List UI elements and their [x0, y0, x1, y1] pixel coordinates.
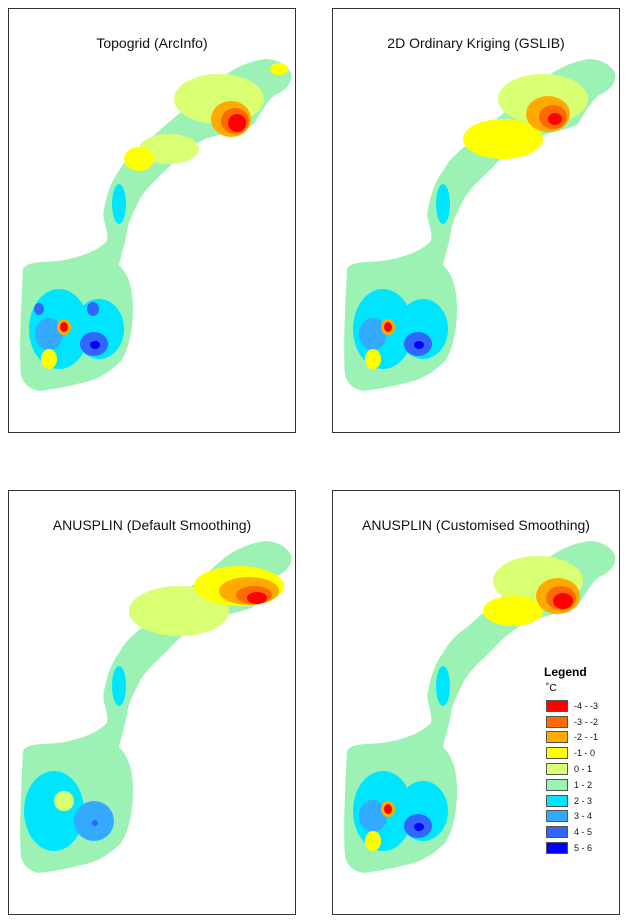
- legend-swatch: [546, 731, 568, 744]
- map-fill: [20, 59, 292, 391]
- map-fill: [344, 541, 616, 873]
- temperature-map: [20, 541, 292, 873]
- legend-title: Legend: [544, 665, 587, 679]
- legend-label: 3 - 4: [574, 811, 593, 822]
- legend-swatch: [546, 747, 568, 760]
- legend-item: 1 - 2: [540, 777, 620, 793]
- panel-title: Topogrid (ArcInfo): [96, 35, 208, 51]
- legend-item: -2 - -1: [540, 730, 620, 746]
- legend-item: -3 - -2: [540, 714, 620, 730]
- legend-label: -1 - 0: [574, 748, 596, 759]
- legend-unit: ˚C: [546, 683, 557, 694]
- legend-swatch: [546, 699, 568, 712]
- panel-title: ANUSPLIN (Default Smoothing): [52, 517, 252, 533]
- panel-title: ANUSPLIN (Customised Smoothing): [362, 517, 590, 533]
- map-fill: [20, 541, 292, 873]
- legend-item: 5 - 6: [540, 840, 620, 856]
- legend-item: 3 - 4: [540, 809, 620, 825]
- legend-item: 0 - 1: [540, 761, 620, 777]
- legend-label: 0 - 1: [574, 764, 593, 775]
- map-panel-kriging: 2D Ordinary Kriging (GSLIB): [332, 8, 620, 433]
- legend-swatch: [546, 810, 568, 823]
- map-fill: [344, 59, 616, 391]
- panel-title: 2D Ordinary Kriging (GSLIB): [387, 35, 565, 51]
- legend-item: 2 - 3: [540, 793, 620, 809]
- legend-swatch: [546, 794, 568, 807]
- legend-rows: -4 - -3 -3 - -2 -2 - -1 -1 - 0 0 - 1 1 - 2 2 -…: [540, 698, 620, 856]
- legend-swatch: [546, 763, 568, 776]
- legend-item: -4 - -3: [540, 698, 620, 714]
- legend-label: -3 - -2: [574, 716, 599, 727]
- legend-label: 2 - 3: [574, 795, 593, 806]
- legend-swatch: [546, 842, 568, 855]
- map-panel-topogrid: Topogrid (ArcInfo): [8, 8, 296, 433]
- legend-label: -4 - -3: [574, 700, 599, 711]
- temperature-map: [344, 59, 616, 391]
- legend-item: -1 - 0: [540, 745, 620, 761]
- legend-label: 4 - 5: [574, 827, 593, 838]
- temperature-map: [344, 541, 616, 873]
- legend-label: 1 - 2: [574, 779, 593, 790]
- legend-item: 4 - 5: [540, 824, 620, 840]
- legend-swatch: [546, 715, 568, 728]
- legend-swatch: [546, 826, 568, 839]
- legend-swatch: [546, 778, 568, 791]
- temperature-map: [20, 59, 292, 391]
- map-panel-anusplin-customised: ANUSPLIN (Customised Smoothing): [332, 490, 620, 915]
- legend-label: -2 - -1: [574, 732, 599, 743]
- map-panel-anusplin-default: ANUSPLIN (Default Smoothing): [8, 490, 296, 915]
- legend-label: 5 - 6: [574, 843, 593, 854]
- legend: Legend ˚C -4 - -3 -3 - -2 -2 - -1 -1 - 0 0 -…: [540, 665, 620, 856]
